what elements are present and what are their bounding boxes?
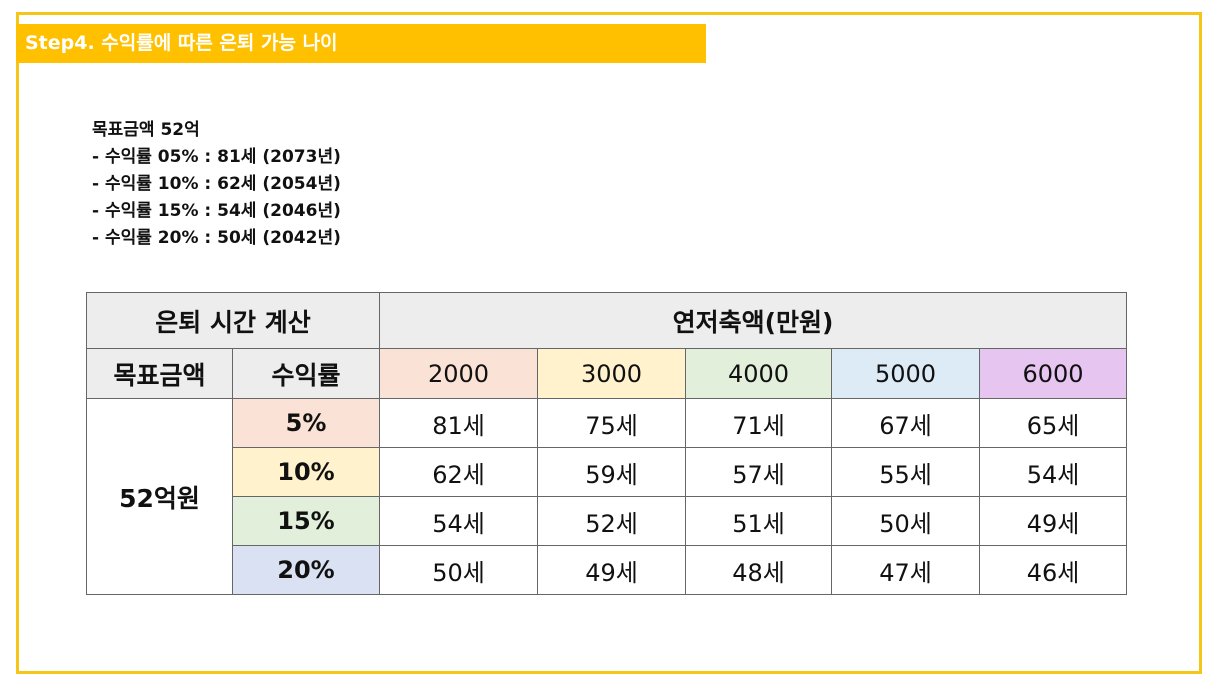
table-row: 20% 50세 49세 48세 47세 46세 — [87, 545, 1127, 595]
age-cell: 54세 — [979, 447, 1127, 497]
age-cell: 48세 — [685, 545, 832, 595]
age-cell: 51세 — [685, 496, 832, 546]
age-cell: 50세 — [379, 545, 538, 595]
savings-col-header: 3000 — [537, 348, 686, 399]
summary-line: - 수익률 05% : 81세 (2073년) — [92, 147, 341, 167]
retirement-table: 은퇴 시간 계산 연저축액(만원) 목표금액 수익률 2000 3000 400… — [86, 292, 1127, 595]
rate-cell: 5% — [232, 398, 380, 448]
table-row: 52억원 5% 81세 75세 71세 67세 65세 — [86, 398, 1127, 595]
age-cell: 49세 — [979, 496, 1127, 546]
savings-header: 연저축액(만원) — [379, 292, 1127, 349]
age-cell: 49세 — [537, 545, 686, 595]
rate-cell: 10% — [232, 447, 380, 497]
rate-cell: 20% — [232, 545, 380, 595]
table-row: 15% 54세 52세 51세 50세 49세 — [87, 496, 1127, 546]
savings-col-header: 6000 — [979, 348, 1127, 399]
age-cell: 59세 — [537, 447, 686, 497]
slide-frame — [16, 12, 1202, 674]
savings-col-header: 5000 — [831, 348, 980, 399]
summary-line: - 수익률 10% : 62세 (2054년) — [92, 174, 341, 194]
goal-amount: 52억원 — [86, 398, 233, 595]
age-cell: 55세 — [831, 447, 980, 497]
age-cell: 47세 — [831, 545, 980, 595]
age-cell: 54세 — [379, 496, 538, 546]
summary-line: - 수익률 15% : 54세 (2046년) — [92, 201, 341, 221]
goal-header: 목표금액 — [86, 348, 233, 399]
slide-title: Step4. 수익률에 따른 은퇴 가능 나이 — [16, 24, 706, 63]
age-cell: 57세 — [685, 447, 832, 497]
corner-title: 은퇴 시간 계산 — [86, 292, 380, 349]
age-cell: 50세 — [831, 496, 980, 546]
rate-header: 수익률 — [232, 348, 380, 399]
summary-heading: 목표금액 52억 — [92, 120, 200, 140]
summary-line: - 수익률 20% : 50세 (2042년) — [92, 228, 341, 248]
age-cell: 71세 — [685, 398, 832, 448]
age-cell: 67세 — [831, 398, 980, 448]
age-cell: 81세 — [379, 398, 538, 448]
age-cell: 62세 — [379, 447, 538, 497]
summary-text: 목표금액 52억 - 수익률 05% : 81세 (2073년) - 수익률 1… — [92, 117, 341, 252]
savings-col-header: 2000 — [379, 348, 538, 399]
age-cell: 65세 — [979, 398, 1127, 448]
age-cell: 52세 — [537, 496, 686, 546]
savings-col-header: 4000 — [685, 348, 832, 399]
age-cell: 75세 — [537, 398, 686, 448]
age-cell: 46세 — [979, 545, 1127, 595]
table-row: 10% 62세 59세 57세 55세 54세 — [87, 447, 1127, 497]
rate-cell: 15% — [232, 496, 380, 546]
